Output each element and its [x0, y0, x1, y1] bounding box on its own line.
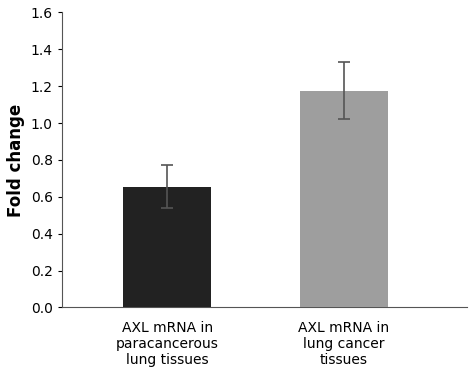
Y-axis label: Fold change: Fold change [7, 103, 25, 217]
Bar [123, 187, 211, 307]
Bar [300, 91, 388, 307]
